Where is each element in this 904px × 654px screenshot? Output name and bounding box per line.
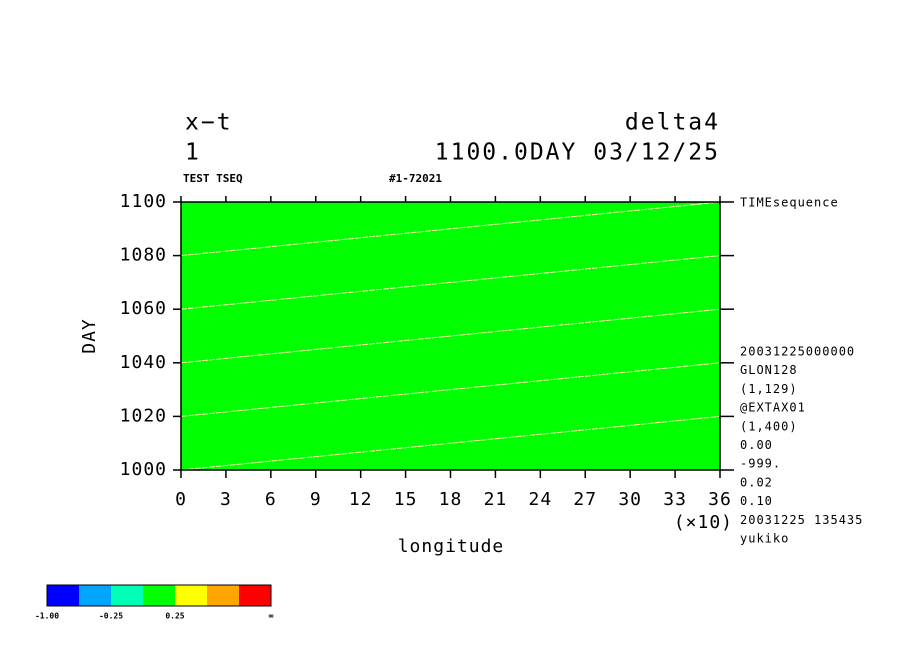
colorbar-box (79, 585, 111, 606)
info-line: (1,400) (740, 419, 798, 433)
x-tick-label: 9 (310, 489, 322, 510)
colorbar-box (111, 585, 143, 606)
y-tick-label: 1060 (120, 298, 167, 319)
x-tick-label: 6 (265, 489, 277, 510)
x-tick-label: 3 (220, 489, 232, 510)
colorbar-box (47, 585, 79, 606)
y-tick-label: 1020 (120, 405, 167, 426)
colorbar-frame (46, 584, 272, 607)
colorbar-box (239, 585, 271, 606)
colorbar-label: -1.00 (35, 612, 59, 621)
colorbar-label: -0.25 (99, 612, 123, 621)
label-left: TEST TSEQ (183, 172, 243, 185)
title: x−t (185, 110, 233, 136)
colorbar-box (175, 585, 207, 606)
x-tick-label: 15 (394, 489, 418, 510)
x-tick-label: 30 (618, 489, 642, 510)
info-line: -999. (740, 457, 781, 471)
x-tick-label: 21 (484, 489, 508, 510)
info-line: 0.10 (740, 494, 773, 508)
contour-line (180, 201, 721, 257)
contour-line (180, 255, 721, 310)
x-tick-label: 27 (573, 489, 597, 510)
colorbar-box (143, 585, 175, 606)
colorbar-label: ∞ (269, 612, 274, 621)
y-axis-label: DAY (79, 318, 100, 354)
x-tick-label: 33 (663, 489, 687, 510)
info-line: (1,129) (740, 382, 798, 396)
info-top: TIMEsequence (740, 196, 839, 210)
title-right: delta4 (625, 110, 720, 136)
x-tick-label: 36 (708, 489, 732, 510)
info-line: 0.02 (740, 475, 773, 489)
contour-line (180, 308, 721, 364)
x-tick-label: 0 (175, 489, 187, 510)
subtitle: 1 (185, 140, 201, 166)
info-line: yukiko (740, 532, 789, 546)
subtitle-right: 1100.0DAY 03/12/25 (435, 140, 720, 166)
colorbar-label: 0.25 (165, 612, 184, 621)
y-tick-label: 1000 (120, 459, 167, 480)
info-line: 20031225 135435 (740, 513, 863, 527)
info-line: @EXTAX01 (740, 401, 806, 415)
info-line: 20031225000000 (740, 345, 855, 359)
x-tick-label: 12 (349, 489, 373, 510)
contour-line (180, 362, 721, 417)
x-tick-label: 18 (439, 489, 463, 510)
info-line: 0.00 (740, 438, 773, 452)
colorbar-box (207, 585, 239, 606)
y-tick-label: 1080 (120, 245, 167, 266)
y-tick-label: 1100 (120, 191, 167, 212)
y-tick-label: 1040 (120, 352, 167, 373)
contour-line (180, 415, 721, 471)
x-multiplier: (×10) (674, 512, 733, 533)
x-tick-label: 24 (528, 489, 552, 510)
info-line: GLON128 (740, 363, 798, 377)
x-axis-label: longitude (398, 536, 505, 557)
label-center: #1-72021 (389, 172, 442, 185)
